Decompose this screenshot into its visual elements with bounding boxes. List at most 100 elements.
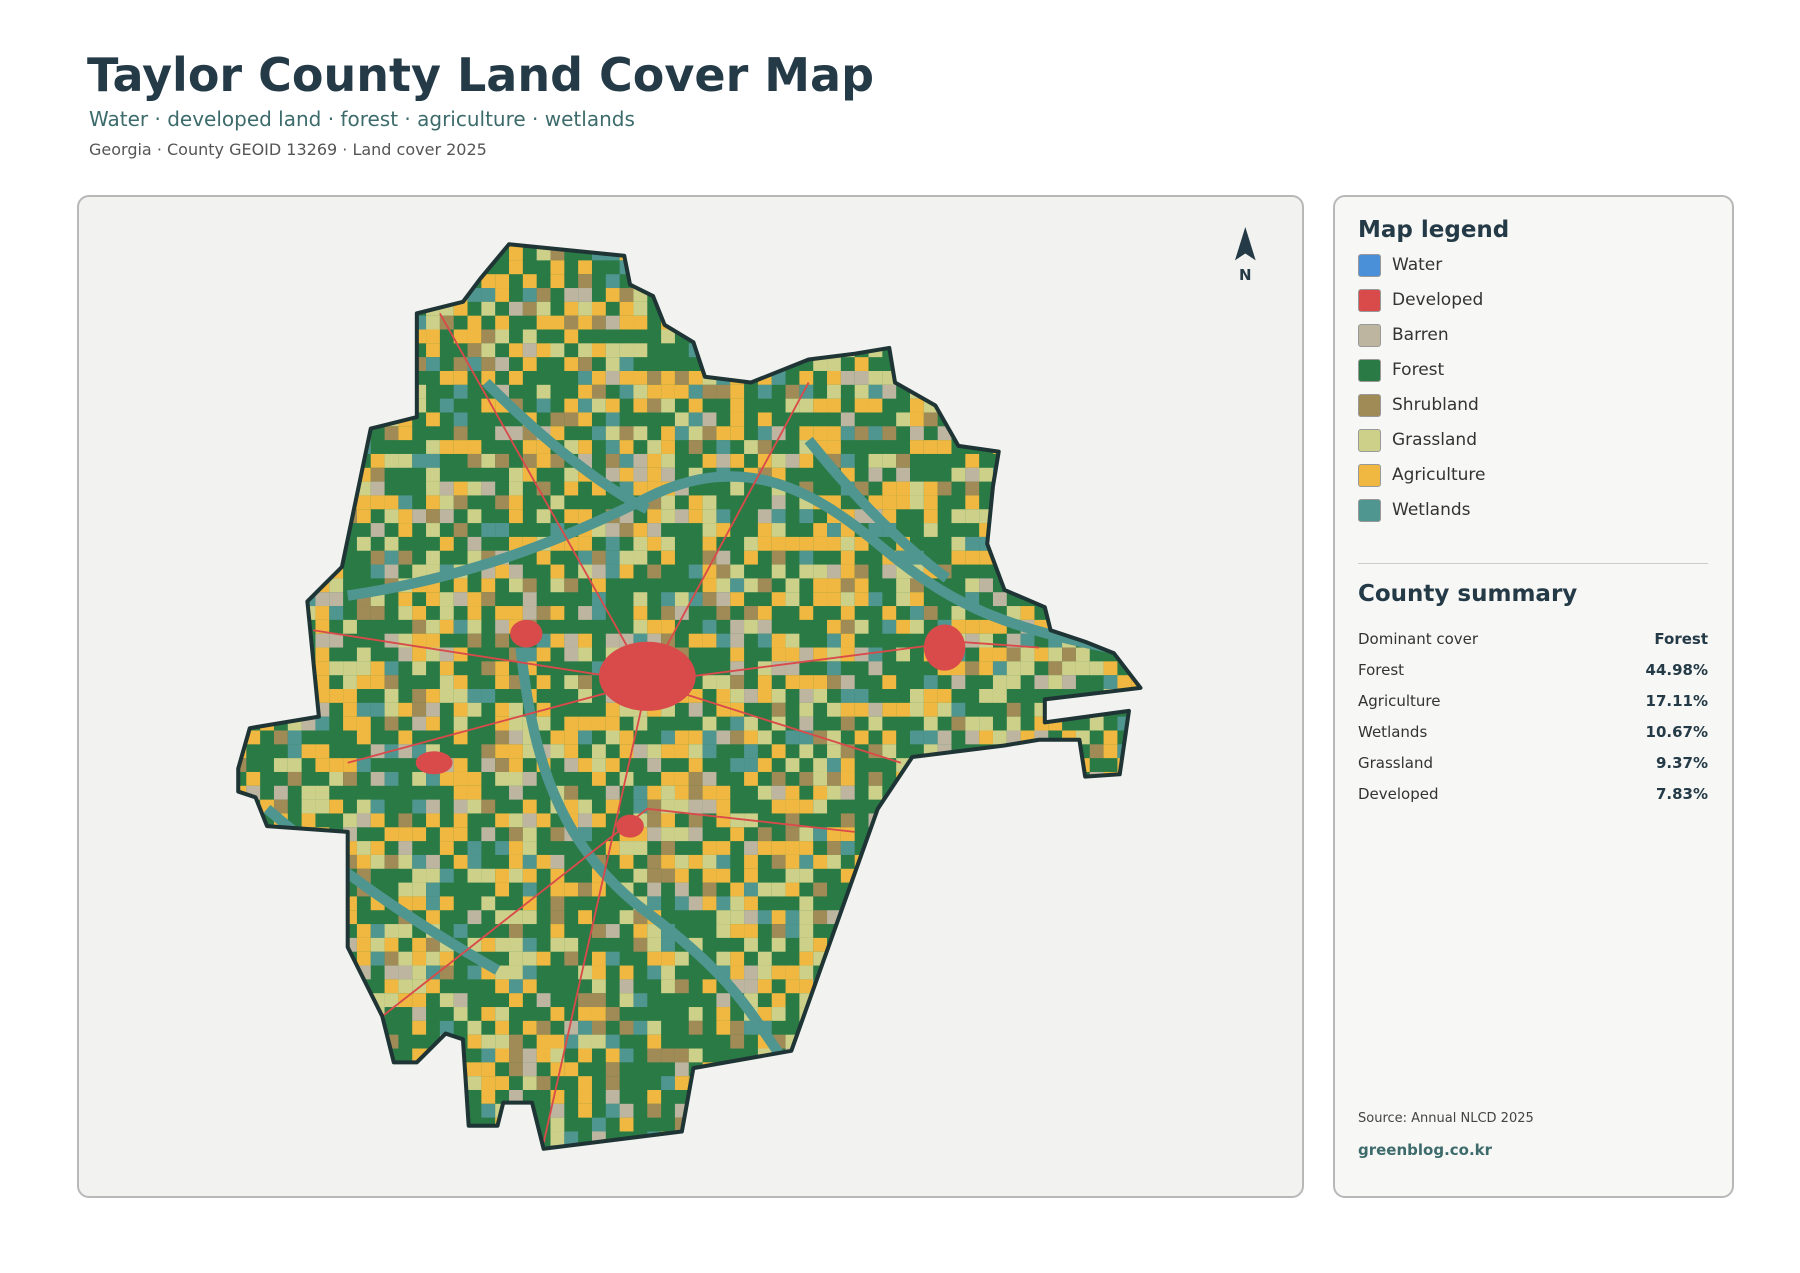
cover-cell [771,592,786,607]
cover-cell [1131,1089,1141,1104]
cover-cell [813,827,828,842]
cover-cell [882,813,897,828]
cover-cell [992,1076,1007,1090]
cover-cell [578,509,592,524]
cover-cell [647,467,662,482]
cover-cell [674,384,689,399]
cover-cell [315,951,330,966]
cover-cell [923,730,938,745]
cover-cell [827,578,841,593]
cover-cell [343,315,357,330]
cover-cell [979,1131,993,1146]
cover-cell [868,329,883,344]
cover-cell [591,1117,606,1132]
cover-cell [868,785,883,800]
cover-cell [1089,550,1104,565]
cover-cell [1048,244,1063,247]
cover-cell [1048,675,1063,690]
cover-cell [854,244,869,247]
cover-cell [937,1007,952,1021]
cover-cell [730,730,745,745]
cover-cell [1145,468,1159,482]
cover-cell [1062,592,1076,607]
cover-cell [882,246,897,261]
cover-cell [605,426,620,441]
cover-cell [1062,481,1076,496]
cover-cell [661,606,675,620]
cover-cell [481,1007,496,1021]
cover-cell [564,398,579,413]
cover-cell [1075,882,1090,897]
cover-cell [868,246,883,261]
cover-cell [356,384,371,399]
cover-cell [370,370,385,385]
cover-cell [238,647,247,662]
cover-cell [965,841,980,855]
cover-cell [1020,426,1035,441]
cover-cell [1075,619,1090,634]
cover-cell [522,896,537,911]
cover-cell [882,301,897,316]
cover-cell [246,951,261,966]
cover-cell [923,357,938,371]
cover-cell [1075,979,1090,994]
cover-cell [785,453,800,468]
cover-cell [1089,246,1104,261]
cover-cell [260,951,274,966]
cover-cell [1103,370,1118,385]
cover-cell [329,578,344,593]
cover-cell [882,965,897,980]
cover-cell [674,426,689,441]
cover-cell [868,453,883,468]
cover-cell [785,592,800,607]
summary-row: Wetlands 10.67% [1358,723,1708,741]
cover-cell [827,536,841,551]
cover-cell [619,744,634,759]
cover-cell [356,730,371,745]
cover-cell [1062,412,1076,427]
cover-cell [799,1062,814,1077]
cover-cell [1103,260,1118,275]
road [439,312,649,683]
cover-cell [716,244,731,247]
cover-cell [550,1007,565,1021]
cover-cell [273,440,288,454]
cover-cell [301,882,316,897]
cover-cell [412,453,427,468]
cover-cell [840,1145,855,1149]
cover-cell [813,1117,828,1132]
cover-cell [1117,951,1132,966]
cover-cell [412,854,427,869]
cover-cell [647,398,662,413]
cover-cell [356,370,371,385]
cover-cell [827,440,841,454]
cover-cell [370,771,385,786]
cover-cell [591,882,606,897]
cover-cell [1089,288,1104,302]
cover-cell [896,578,911,593]
cover-cell [1075,246,1090,261]
cover-cell [343,288,357,302]
cover-cell [910,440,924,454]
cover-cell [495,564,510,579]
cover-cell [1117,370,1132,385]
cover-cell [910,910,924,925]
cover-cell [896,702,911,717]
cover-cell [495,315,510,330]
cover-cell [1020,1145,1035,1149]
cover-cell [840,827,855,842]
cover-cell [661,370,675,385]
cover-cell [1089,1131,1104,1146]
cover-cell [356,675,371,690]
cover-cell [550,274,565,289]
cover-cell [343,1103,357,1118]
cover-cell [1145,440,1159,454]
cover-cell [384,453,399,468]
cover-cell [840,1131,855,1146]
cover-cell [1117,301,1132,316]
cover-cell [1131,440,1141,454]
cover-cell [965,1076,980,1090]
cover-cell [661,467,675,482]
cover-cell [840,564,855,579]
cover-cell [384,716,399,731]
